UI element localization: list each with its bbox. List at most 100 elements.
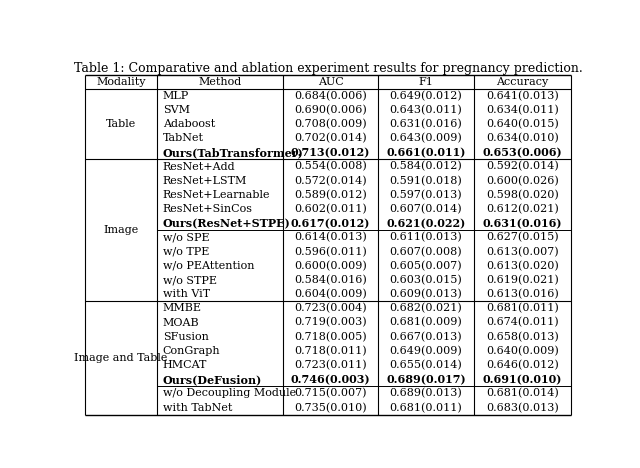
Text: 0.603(0.015): 0.603(0.015)	[390, 275, 462, 285]
Text: 0.658(0.013): 0.658(0.013)	[486, 331, 559, 342]
Text: 0.689(0.017): 0.689(0.017)	[386, 374, 466, 385]
Text: 0.634(0.010): 0.634(0.010)	[486, 133, 559, 143]
Text: Modality: Modality	[96, 77, 146, 87]
Text: Method: Method	[198, 77, 242, 87]
Text: 0.682(0.021): 0.682(0.021)	[390, 303, 462, 314]
Text: 0.684(0.006): 0.684(0.006)	[294, 90, 367, 101]
Text: 0.661(0.011): 0.661(0.011)	[387, 147, 466, 158]
Text: w/o PEAttention: w/o PEAttention	[163, 261, 254, 271]
Text: w/o STPE: w/o STPE	[163, 275, 217, 285]
Text: with TabNet: with TabNet	[163, 402, 232, 413]
Text: AUC: AUC	[317, 77, 343, 87]
Text: 0.646(0.012): 0.646(0.012)	[486, 360, 559, 370]
Text: MOAB: MOAB	[163, 318, 200, 328]
Text: ResNet+Learnable: ResNet+Learnable	[163, 190, 270, 200]
Text: 0.649(0.012): 0.649(0.012)	[390, 90, 462, 101]
Text: 0.718(0.011): 0.718(0.011)	[294, 346, 367, 356]
Text: 0.617(0.012): 0.617(0.012)	[291, 218, 370, 229]
Text: 0.614(0.013): 0.614(0.013)	[294, 232, 367, 242]
Text: 0.602(0.011): 0.602(0.011)	[294, 204, 367, 214]
Text: 0.649(0.009): 0.649(0.009)	[390, 346, 462, 356]
Text: 0.681(0.014): 0.681(0.014)	[486, 388, 559, 399]
Text: Ours(TabTransformer): Ours(TabTransformer)	[163, 147, 303, 158]
Text: ResNet+Add: ResNet+Add	[163, 161, 236, 172]
Text: Image: Image	[103, 226, 138, 235]
Text: 0.607(0.008): 0.607(0.008)	[390, 247, 462, 257]
Text: 0.591(0.018): 0.591(0.018)	[390, 176, 462, 186]
Text: Ours(DeFusion): Ours(DeFusion)	[163, 374, 262, 385]
Text: 0.584(0.012): 0.584(0.012)	[390, 161, 462, 172]
Text: Accuracy: Accuracy	[497, 77, 549, 87]
Text: w/o TPE: w/o TPE	[163, 247, 209, 256]
Text: 0.589(0.012): 0.589(0.012)	[294, 190, 367, 200]
Text: 0.631(0.016): 0.631(0.016)	[483, 218, 563, 229]
Text: 0.723(0.004): 0.723(0.004)	[294, 303, 367, 314]
Text: 0.691(0.010): 0.691(0.010)	[483, 374, 563, 385]
Text: 0.604(0.009): 0.604(0.009)	[294, 289, 367, 300]
Text: F1: F1	[419, 77, 433, 87]
Text: 0.631(0.016): 0.631(0.016)	[390, 119, 462, 129]
Text: 0.653(0.006): 0.653(0.006)	[483, 147, 563, 158]
Text: 0.600(0.026): 0.600(0.026)	[486, 176, 559, 186]
Text: 0.611(0.013): 0.611(0.013)	[390, 232, 462, 242]
Text: 0.643(0.011): 0.643(0.011)	[390, 105, 462, 115]
Text: 0.708(0.009): 0.708(0.009)	[294, 119, 367, 129]
Text: 0.554(0.008): 0.554(0.008)	[294, 161, 367, 172]
Text: SFusion: SFusion	[163, 332, 209, 342]
Text: ConGraph: ConGraph	[163, 346, 220, 356]
Text: 0.702(0.014): 0.702(0.014)	[294, 133, 367, 143]
Text: 0.641(0.013): 0.641(0.013)	[486, 90, 559, 101]
Text: with ViT: with ViT	[163, 289, 210, 299]
Text: 0.627(0.015): 0.627(0.015)	[486, 232, 559, 242]
Text: 0.681(0.009): 0.681(0.009)	[390, 317, 462, 328]
Text: HMCAT: HMCAT	[163, 360, 207, 370]
Text: 0.735(0.010): 0.735(0.010)	[294, 402, 367, 413]
Text: TabNet: TabNet	[163, 133, 204, 143]
Text: 0.613(0.007): 0.613(0.007)	[486, 247, 559, 257]
Text: 0.592(0.014): 0.592(0.014)	[486, 161, 559, 172]
Text: w/o Decoupling Module: w/o Decoupling Module	[163, 388, 296, 398]
Text: 0.597(0.013): 0.597(0.013)	[390, 190, 462, 200]
Text: 0.640(0.009): 0.640(0.009)	[486, 346, 559, 356]
Text: Adaboost: Adaboost	[163, 119, 215, 129]
Text: 0.667(0.013): 0.667(0.013)	[390, 331, 462, 342]
Text: 0.674(0.011): 0.674(0.011)	[486, 317, 559, 328]
Text: ResNet+LSTM: ResNet+LSTM	[163, 176, 247, 186]
Text: 0.715(0.007): 0.715(0.007)	[294, 388, 367, 399]
Text: w/o SPE: w/o SPE	[163, 233, 209, 242]
Text: 0.746(0.003): 0.746(0.003)	[291, 374, 371, 385]
Text: 0.584(0.016): 0.584(0.016)	[294, 275, 367, 285]
Text: 0.681(0.011): 0.681(0.011)	[486, 303, 559, 314]
Text: MMBE: MMBE	[163, 303, 202, 314]
Text: 0.689(0.013): 0.689(0.013)	[390, 388, 462, 399]
Text: 0.621(0.022): 0.621(0.022)	[387, 218, 465, 229]
Text: 0.683(0.013): 0.683(0.013)	[486, 402, 559, 413]
Text: 0.719(0.003): 0.719(0.003)	[294, 317, 367, 328]
Text: 0.609(0.013): 0.609(0.013)	[390, 289, 462, 300]
Text: 0.619(0.021): 0.619(0.021)	[486, 275, 559, 285]
Text: 0.600(0.009): 0.600(0.009)	[294, 261, 367, 271]
Text: 0.713(0.012): 0.713(0.012)	[291, 147, 370, 158]
Text: 0.681(0.011): 0.681(0.011)	[390, 402, 462, 413]
Text: Table: Table	[106, 119, 136, 129]
Text: 0.612(0.021): 0.612(0.021)	[486, 204, 559, 214]
Text: 0.572(0.014): 0.572(0.014)	[294, 176, 367, 186]
Text: 0.596(0.011): 0.596(0.011)	[294, 247, 367, 257]
Text: 0.607(0.014): 0.607(0.014)	[390, 204, 462, 214]
Text: MLP: MLP	[163, 91, 189, 101]
Text: Table 1: Comparative and ablation experiment results for pregnancy prediction.: Table 1: Comparative and ablation experi…	[74, 62, 582, 74]
Text: 0.640(0.015): 0.640(0.015)	[486, 119, 559, 129]
Text: Image and Table: Image and Table	[74, 353, 168, 363]
Text: 0.718(0.005): 0.718(0.005)	[294, 331, 367, 342]
Text: SVM: SVM	[163, 105, 190, 115]
Text: 0.643(0.009): 0.643(0.009)	[390, 133, 462, 143]
Text: 0.598(0.020): 0.598(0.020)	[486, 190, 559, 200]
Text: 0.723(0.011): 0.723(0.011)	[294, 360, 367, 370]
Text: 0.613(0.020): 0.613(0.020)	[486, 261, 559, 271]
Text: Ours(ResNet+STPE): Ours(ResNet+STPE)	[163, 218, 291, 229]
Text: 0.655(0.014): 0.655(0.014)	[390, 360, 462, 370]
Text: 0.690(0.006): 0.690(0.006)	[294, 105, 367, 115]
Text: 0.605(0.007): 0.605(0.007)	[390, 261, 462, 271]
Text: ResNet+SinCos: ResNet+SinCos	[163, 204, 253, 214]
Text: 0.634(0.011): 0.634(0.011)	[486, 105, 559, 115]
